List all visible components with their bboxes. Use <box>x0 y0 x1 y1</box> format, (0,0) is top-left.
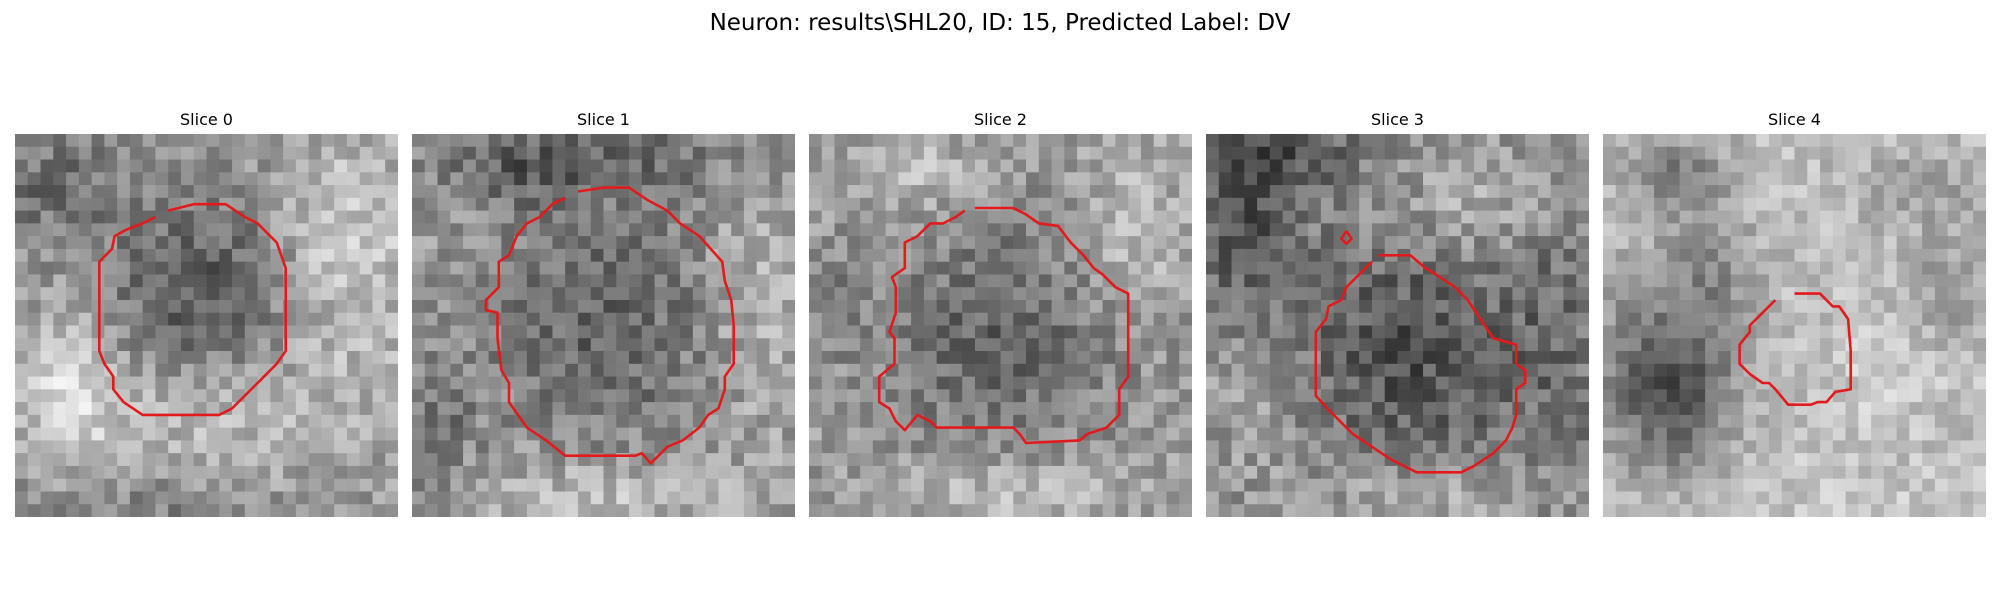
slice-image <box>809 134 1192 517</box>
slice-panel-1: Slice 1 <box>412 110 795 520</box>
slice-image <box>1603 134 1986 517</box>
slice-title: Slice 1 <box>412 110 795 130</box>
slice-image <box>412 134 795 517</box>
slice-panel-2: Slice 2 <box>809 110 1192 520</box>
slice-title: Slice 3 <box>1206 110 1589 130</box>
slice-panel-3: Slice 3 <box>1206 110 1589 520</box>
slice-title: Slice 2 <box>809 110 1192 130</box>
slice-panel-4: Slice 4 <box>1603 110 1986 520</box>
pixel-grid <box>809 134 1192 517</box>
figure-title: Neuron: results\SHL20, ID: 15, Predicted… <box>0 8 2000 38</box>
slice-title: Slice 0 <box>15 110 398 130</box>
slice-image <box>1206 134 1589 517</box>
pixel-grid <box>1603 134 1986 517</box>
pixel-grid <box>15 134 398 517</box>
pixel-grid <box>412 134 795 517</box>
pixel-grid <box>1206 134 1589 517</box>
slice-panel-0: Slice 0 <box>15 110 398 520</box>
slice-image <box>15 134 398 517</box>
slice-title: Slice 4 <box>1603 110 1986 130</box>
